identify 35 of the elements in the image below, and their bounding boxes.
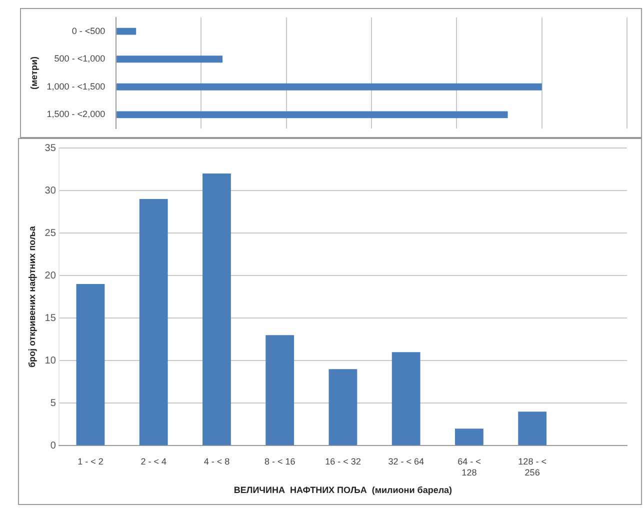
y-tick-label: 1,000 - <1,500 — [46, 81, 106, 92]
bar — [116, 28, 136, 35]
y-tick-label: 1,500 - <2,000 — [46, 109, 106, 120]
bar — [116, 83, 542, 90]
x-tick-label: 128 - < 256 — [518, 456, 546, 478]
bar — [116, 111, 508, 118]
y-tick-label: 15 — [44, 312, 56, 324]
y-axis-title: број откривених нафтних поља — [26, 225, 37, 368]
y-tick-label: 35 — [44, 142, 56, 154]
bar — [139, 199, 168, 446]
y-tick-label: 25 — [44, 228, 56, 239]
y-axis-title: (метри) — [28, 56, 39, 90]
y-tick-label: 500 - <1,000 — [54, 54, 106, 64]
y-tick-label: 20 — [44, 270, 56, 282]
y-tick-label: 0 - <500 — [72, 26, 106, 36]
x-tick-label: 4 - < 8 — [204, 456, 230, 466]
bar — [455, 428, 484, 446]
x-tick-label: 8 - < 16 — [264, 456, 296, 466]
x-tick-label: 32 - < 64 — [388, 456, 424, 466]
bar — [518, 412, 547, 446]
y-tick-label: 0 — [50, 440, 56, 452]
x-tick-label: 1 - < 2 — [78, 456, 104, 466]
bar — [116, 56, 223, 63]
bar — [76, 284, 105, 446]
x-tick-label: 64 - < 128 — [458, 456, 481, 478]
y-tick-label: 10 — [44, 355, 56, 366]
x-axis-title: ВЕЛИЧИНА НАФТНИХ ПОЉА (милиони барела) — [234, 485, 452, 496]
bar — [328, 369, 358, 446]
y-tick-label: 30 — [44, 185, 56, 196]
bar — [392, 352, 420, 446]
x-tick-label: 2 - < 4 — [140, 456, 166, 466]
y-tick-label: 5 — [50, 398, 56, 409]
x-tick-label: 16 - < 32 — [325, 456, 361, 466]
bar — [202, 174, 231, 446]
bar — [266, 335, 294, 446]
